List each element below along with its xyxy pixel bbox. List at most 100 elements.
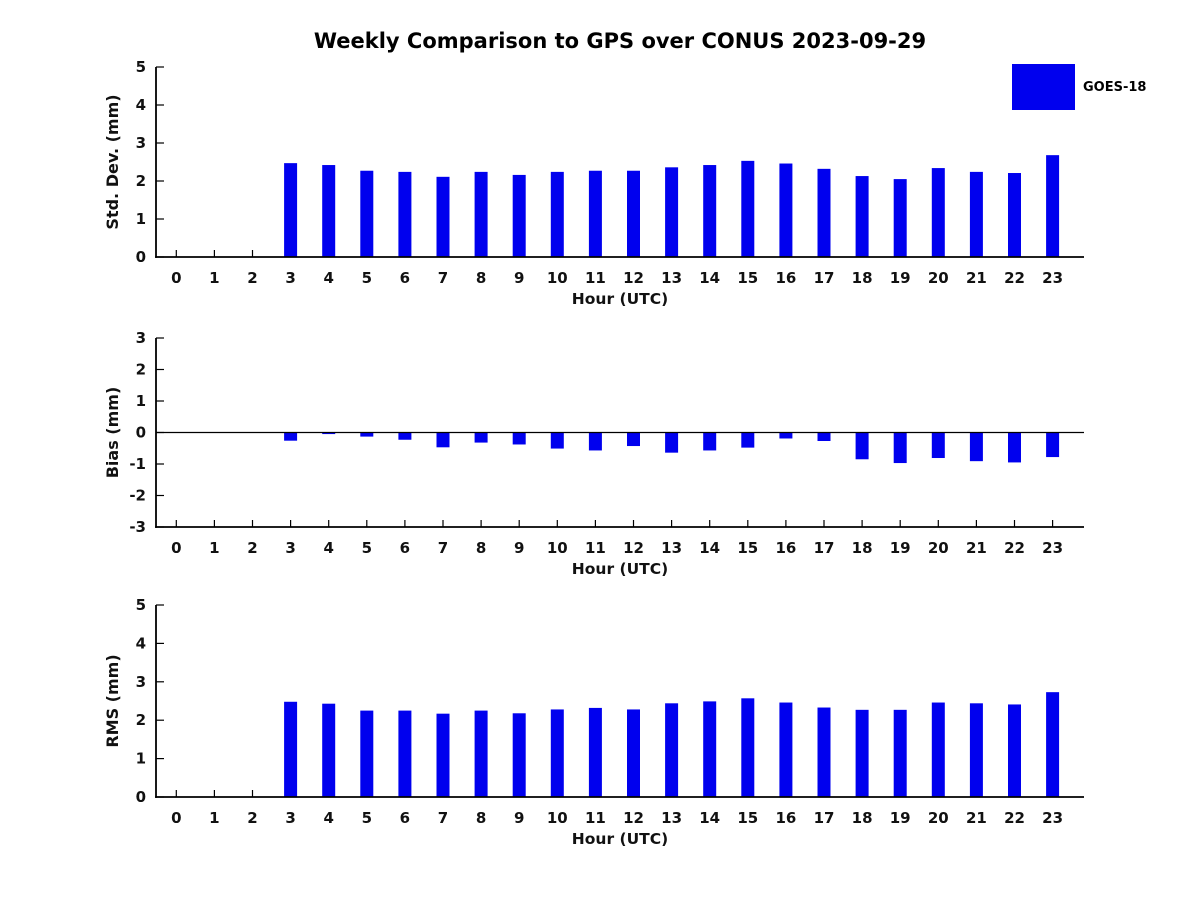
x-tick-label: 16 bbox=[775, 809, 796, 827]
x-tick-label: 18 bbox=[852, 269, 873, 287]
x-tick-label: 3 bbox=[285, 269, 295, 287]
x-tick-label: 14 bbox=[699, 269, 720, 287]
x-tick-label: 21 bbox=[966, 269, 987, 287]
chart-title: Weekly Comparison to GPS over CONUS 2023… bbox=[313, 29, 927, 53]
bar-hour-8 bbox=[474, 432, 488, 443]
x-tick-label: 6 bbox=[400, 539, 410, 557]
bar-hour-4 bbox=[322, 165, 336, 257]
y-tick-label: 1 bbox=[136, 392, 146, 410]
x-tick-label: 13 bbox=[661, 269, 682, 287]
y-tick-label: 4 bbox=[136, 634, 146, 652]
bar-hour-10 bbox=[550, 432, 564, 449]
bar-hour-20 bbox=[931, 168, 945, 257]
x-tick-label: 7 bbox=[438, 539, 448, 557]
bar-hour-19 bbox=[893, 179, 907, 257]
bar-hour-22 bbox=[1008, 704, 1021, 797]
x-tick-label: 4 bbox=[323, 809, 333, 827]
bar-hour-9 bbox=[512, 713, 526, 797]
bar-hour-5 bbox=[360, 710, 374, 797]
x-tick-label: 6 bbox=[400, 269, 410, 287]
bar-hour-7 bbox=[436, 432, 450, 448]
bars-goes-18 bbox=[284, 692, 1060, 797]
x-tick-label: 0 bbox=[171, 809, 181, 827]
x-tick-label: 9 bbox=[514, 269, 524, 287]
bar-hour-6 bbox=[398, 171, 412, 257]
x-tick-label: 9 bbox=[514, 539, 524, 557]
bar-hour-5 bbox=[360, 432, 374, 437]
x-tick-label: 10 bbox=[547, 809, 568, 827]
x-tick-label: 23 bbox=[1042, 269, 1063, 287]
y-tick-label: -1 bbox=[129, 455, 146, 473]
x-tick-label: 13 bbox=[661, 809, 682, 827]
bar-hour-14 bbox=[703, 165, 717, 257]
x-axis-label: Hour (UTC) bbox=[572, 830, 668, 848]
x-tick-label: 23 bbox=[1042, 539, 1063, 557]
bar-hour-22 bbox=[1008, 173, 1021, 257]
x-tick-label: 5 bbox=[362, 269, 372, 287]
x-tick-label: 21 bbox=[966, 809, 987, 827]
y-tick-label: 5 bbox=[136, 596, 146, 614]
y-tick-label: 3 bbox=[136, 673, 146, 691]
x-tick-label: 16 bbox=[775, 269, 796, 287]
x-axis-label: Hour (UTC) bbox=[572, 290, 668, 308]
x-tick-label: 19 bbox=[890, 269, 911, 287]
y-tick-label: -2 bbox=[129, 487, 146, 505]
bar-hour-12 bbox=[627, 170, 640, 257]
bar-hour-14 bbox=[703, 701, 717, 797]
x-tick-label: 10 bbox=[547, 539, 568, 557]
bar-hour-18 bbox=[855, 176, 869, 257]
bar-hour-15 bbox=[741, 432, 755, 448]
bar-hour-16 bbox=[779, 702, 793, 797]
x-tick-label: 17 bbox=[814, 269, 835, 287]
x-tick-label: 15 bbox=[737, 539, 758, 557]
x-tick-label: 21 bbox=[966, 539, 987, 557]
x-tick-label: 20 bbox=[928, 809, 949, 827]
y-axis-label: Bias (mm) bbox=[103, 387, 122, 479]
bar-hour-15 bbox=[741, 698, 755, 797]
bars-goes-18 bbox=[284, 155, 1060, 257]
bar-hour-17 bbox=[817, 707, 831, 797]
bar-hour-17 bbox=[817, 432, 831, 442]
x-tick-label: 19 bbox=[890, 539, 911, 557]
y-tick-label: -3 bbox=[129, 518, 146, 536]
x-tick-label: 2 bbox=[247, 809, 257, 827]
x-tick-label: 14 bbox=[699, 539, 720, 557]
bar-hour-17 bbox=[817, 168, 831, 257]
x-tick-label: 14 bbox=[699, 809, 720, 827]
x-tick-label: 15 bbox=[737, 809, 758, 827]
bar-hour-21 bbox=[969, 171, 983, 257]
legend-label-goes18: GOES-18 bbox=[1083, 79, 1147, 95]
y-tick-label: 0 bbox=[136, 424, 146, 442]
bar-hour-8 bbox=[474, 710, 488, 797]
x-tick-label: 20 bbox=[928, 269, 949, 287]
x-tick-label: 19 bbox=[890, 809, 911, 827]
x-tick-label: 16 bbox=[775, 539, 796, 557]
bar-hour-22 bbox=[1008, 432, 1021, 463]
x-axis-label: Hour (UTC) bbox=[572, 560, 668, 578]
x-tick-label: 1 bbox=[209, 809, 219, 827]
bar-hour-8 bbox=[474, 171, 488, 257]
y-tick-label: 1 bbox=[136, 210, 146, 228]
y-tick-label: 3 bbox=[136, 134, 146, 152]
x-tick-label: 15 bbox=[737, 269, 758, 287]
bar-hour-21 bbox=[969, 432, 983, 462]
bar-hour-13 bbox=[665, 703, 679, 797]
bar-hour-13 bbox=[665, 167, 679, 257]
x-tick-label: 3 bbox=[285, 539, 295, 557]
x-tick-label: 18 bbox=[852, 539, 873, 557]
y-tick-label: 1 bbox=[136, 750, 146, 768]
x-tick-label: 11 bbox=[585, 539, 606, 557]
x-tick-label: 8 bbox=[476, 539, 486, 557]
y-tick-label: 3 bbox=[136, 329, 146, 347]
bar-hour-11 bbox=[588, 707, 602, 797]
y-axis-label: RMS (mm) bbox=[103, 654, 122, 747]
x-tick-label: 12 bbox=[623, 809, 644, 827]
x-tick-label: 9 bbox=[514, 809, 524, 827]
bar-hour-6 bbox=[398, 432, 412, 440]
x-tick-label: 3 bbox=[285, 809, 295, 827]
x-tick-label: 11 bbox=[585, 809, 606, 827]
x-tick-label: 0 bbox=[171, 269, 181, 287]
y-axis-label: Std. Dev. (mm) bbox=[103, 94, 122, 229]
